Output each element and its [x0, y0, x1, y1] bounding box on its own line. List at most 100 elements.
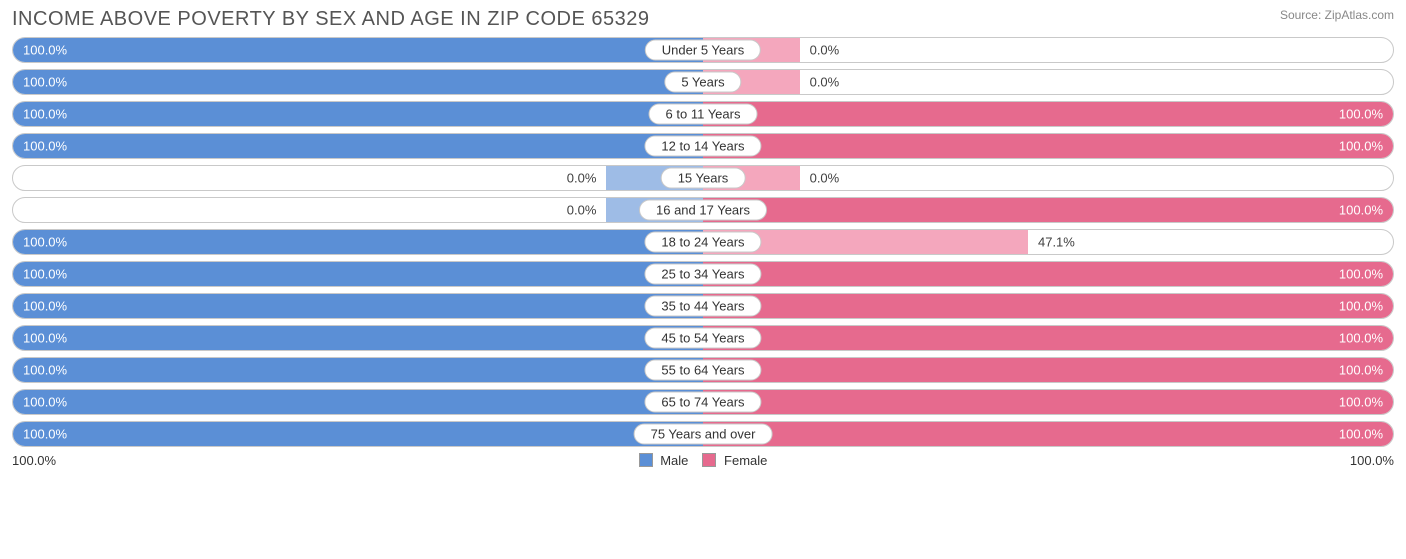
female-value-label: 0.0% [804, 75, 846, 90]
legend-female-swatch [702, 453, 716, 467]
chart-row: 100.0%100.0%6 to 11 Years [12, 101, 1394, 127]
legend: Male Female [639, 453, 768, 468]
male-value-label: 100.0% [17, 331, 73, 346]
legend-male: Male [639, 453, 689, 468]
chart-rows: 100.0%0.0%Under 5 Years100.0%0.0%5 Years… [12, 37, 1394, 447]
female-value-label: 100.0% [1333, 395, 1389, 410]
chart-source: Source: ZipAtlas.com [1280, 8, 1394, 22]
female-half: 100.0% [703, 102, 1393, 126]
male-half: 100.0% [13, 422, 703, 446]
male-value-label: 100.0% [17, 235, 73, 250]
category-label: 18 to 24 Years [644, 232, 761, 253]
female-value-label: 0.0% [804, 171, 846, 186]
category-label: 65 to 74 Years [644, 392, 761, 413]
female-bar [703, 134, 1393, 158]
chart-row: 100.0% 100.0% 55 to 64 Years [12, 357, 1394, 383]
chart-row: 100.0% 100.0% 75 Years and over [12, 421, 1394, 447]
male-value-label: 100.0% [17, 267, 73, 282]
female-value-label: 100.0% [1333, 139, 1389, 154]
legend-female: Female [702, 453, 767, 468]
category-label: 6 to 11 Years [649, 104, 758, 125]
male-half: 100.0% [13, 262, 703, 286]
female-value-label: 100.0% [1333, 203, 1389, 218]
chart-row: 100.0%100.0%12 to 14 Years [12, 133, 1394, 159]
male-half: 100.0% [13, 134, 703, 158]
legend-male-swatch [639, 453, 653, 467]
female-half: 100.0% [703, 390, 1393, 414]
female-bar [703, 198, 1393, 222]
female-half: 100.0% [703, 262, 1393, 286]
male-value-label: 100.0% [17, 363, 73, 378]
category-label: 35 to 44 Years [644, 296, 761, 317]
chart-row: 100.0%100.0%35 to 44 Years [12, 293, 1394, 319]
axis-right-label: 100.0% [1350, 453, 1394, 468]
female-value-label: 0.0% [804, 43, 846, 58]
chart-row: 100.0% 0.0% Under 5 Years [12, 37, 1394, 63]
female-half: 0.0% [703, 166, 1393, 190]
female-half: 0.0% [703, 70, 1393, 94]
legend-male-label: Male [660, 453, 688, 468]
category-label: 25 to 34 Years [644, 264, 761, 285]
female-value-label: 100.0% [1333, 299, 1389, 314]
legend-female-label: Female [724, 453, 767, 468]
male-half: 0.0% [13, 166, 703, 190]
female-bar [703, 262, 1393, 286]
chart-row: 100.0% 100.0% 65 to 74 Years [12, 389, 1394, 415]
female-value-label: 100.0% [1333, 107, 1389, 122]
female-half: 100.0% [703, 358, 1393, 382]
female-value-label: 100.0% [1333, 267, 1389, 282]
male-half: 100.0% [13, 390, 703, 414]
male-value-label: 100.0% [17, 43, 73, 58]
category-label: 55 to 64 Years [644, 360, 761, 381]
female-value-label: 100.0% [1333, 427, 1389, 442]
category-label: 15 Years [661, 168, 746, 189]
male-half: 100.0% [13, 358, 703, 382]
chart-row: 100.0% 100.0% 25 to 34 Years [12, 261, 1394, 287]
male-value-label: 100.0% [17, 427, 73, 442]
male-bar [13, 422, 703, 446]
female-bar [703, 390, 1393, 414]
male-half: 0.0% [13, 198, 703, 222]
female-half: 100.0% [703, 134, 1393, 158]
female-half: 100.0% [703, 198, 1393, 222]
chart-container: INCOME ABOVE POVERTY BY SEX AND AGE IN Z… [0, 0, 1406, 476]
male-bar [13, 390, 703, 414]
category-label: 75 Years and over [634, 424, 773, 445]
male-bar [13, 326, 703, 350]
chart-row: 100.0% 47.1% 18 to 24 Years [12, 229, 1394, 255]
chart-row: 100.0%0.0%5 Years [12, 69, 1394, 95]
female-half: 47.1% [703, 230, 1393, 254]
chart-row: 0.0% 100.0% 16 and 17 Years [12, 197, 1394, 223]
male-value-label: 0.0% [561, 171, 603, 186]
female-bar [703, 294, 1393, 318]
chart-title: INCOME ABOVE POVERTY BY SEX AND AGE IN Z… [12, 8, 649, 31]
chart-header: INCOME ABOVE POVERTY BY SEX AND AGE IN Z… [12, 8, 1394, 31]
male-half: 100.0% [13, 38, 703, 62]
female-bar [703, 358, 1393, 382]
male-value-label: 100.0% [17, 395, 73, 410]
male-bar [13, 38, 703, 62]
male-bar [13, 70, 703, 94]
male-half: 100.0% [13, 230, 703, 254]
female-half: 100.0% [703, 326, 1393, 350]
female-value-label: 47.1% [1032, 235, 1081, 250]
male-bar [13, 262, 703, 286]
male-half: 100.0% [13, 326, 703, 350]
female-half: 100.0% [703, 422, 1393, 446]
male-half: 100.0% [13, 102, 703, 126]
male-value-label: 0.0% [561, 203, 603, 218]
category-label: 16 and 17 Years [639, 200, 767, 221]
female-half: 100.0% [703, 294, 1393, 318]
male-half: 100.0% [13, 70, 703, 94]
male-bar [13, 134, 703, 158]
female-value-label: 100.0% [1333, 331, 1389, 346]
female-half: 0.0% [703, 38, 1393, 62]
category-label: Under 5 Years [645, 40, 761, 61]
axis-left-label: 100.0% [12, 453, 56, 468]
axis-row: 100.0% Male Female 100.0% [12, 453, 1394, 468]
male-bar [13, 294, 703, 318]
female-bar [703, 102, 1393, 126]
female-value-label: 100.0% [1333, 363, 1389, 378]
category-label: 12 to 14 Years [644, 136, 761, 157]
male-bar [13, 102, 703, 126]
